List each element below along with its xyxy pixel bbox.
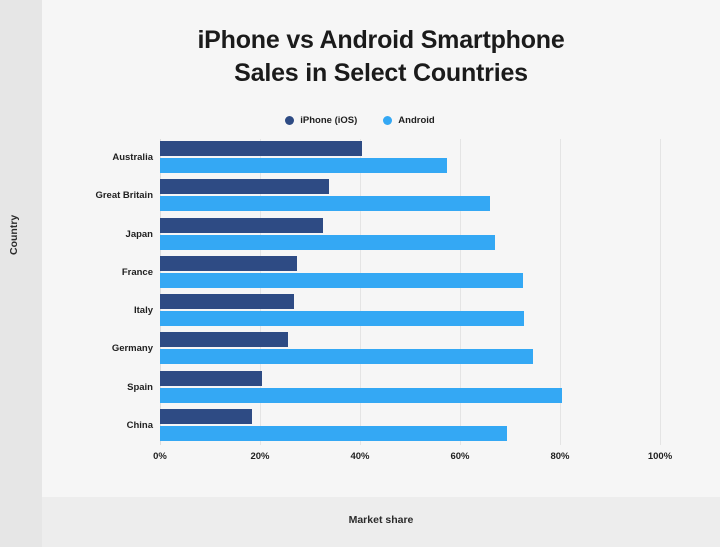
bar-ios[interactable]	[160, 217, 323, 233]
bar-ios[interactable]	[160, 332, 288, 348]
bar-row	[160, 292, 660, 330]
x-axis-tick-label: 40%	[350, 451, 370, 462]
legend-item-2[interactable]: Android	[383, 115, 435, 126]
legend-item-1[interactable]: iPhone (iOS)	[285, 115, 357, 126]
bar-android[interactable]	[160, 272, 523, 288]
gridline	[460, 139, 461, 445]
bar-android[interactable]	[160, 311, 524, 326]
legend-label: iPhone (iOS)	[300, 115, 358, 126]
y-axis-tick-label: Italy	[133, 305, 153, 317]
bar-row	[160, 407, 660, 445]
chart-title-line-2: Sales in Select Countries	[234, 58, 528, 87]
gridline	[160, 139, 161, 445]
chart-footer-band	[42, 497, 720, 547]
x-axis-tick-label: 20%	[250, 451, 270, 462]
chart-legend: iPhone (iOS) Android	[0, 115, 720, 126]
bar-row	[160, 177, 660, 215]
y-axis-tick-label: France	[121, 266, 153, 278]
page-left-margin	[0, 0, 42, 547]
y-axis-tick-labels: Australia Great Britain Japan France Italy Ge…	[60, 139, 153, 445]
y-axis-tick-label: China	[126, 419, 153, 431]
bar-ios[interactable]	[160, 179, 329, 195]
gridline	[660, 139, 661, 445]
gridline	[260, 139, 261, 445]
bar-ios[interactable]	[160, 255, 297, 271]
bar-row	[160, 139, 660, 177]
bar-android[interactable]	[160, 387, 562, 403]
bar-android[interactable]	[160, 349, 533, 365]
plot-area	[160, 139, 661, 445]
bar-android[interactable]	[160, 196, 490, 212]
x-axis-tick-label: 60%	[450, 451, 470, 462]
bar-ios[interactable]	[160, 141, 362, 156]
bar-android[interactable]	[160, 234, 495, 250]
legend-swatch-icon	[383, 116, 393, 125]
x-axis-tick-label: 80%	[550, 451, 570, 462]
gridline	[560, 139, 561, 445]
chart-title: iPhone vs Android Smartphone Sales in Se…	[42, 24, 720, 89]
x-axis-tick-label: 100%	[647, 451, 673, 462]
bar-android[interactable]	[160, 158, 447, 173]
x-axis-title: Market share	[348, 514, 414, 526]
legend-label: Android	[398, 115, 435, 126]
y-axis-tick-label: Germany	[111, 343, 153, 355]
y-axis-tick-label: Spain	[127, 381, 153, 393]
x-axis-tick-labels: 0% 20% 40% 60% 80% 100%	[153, 451, 672, 467]
x-axis-tick-label: 0%	[153, 451, 167, 462]
bar-row	[160, 369, 660, 407]
bar-ios[interactable]	[160, 408, 252, 424]
y-axis-title: Country	[8, 214, 20, 255]
bar-android[interactable]	[160, 425, 507, 441]
bar-ios[interactable]	[160, 294, 294, 309]
bar-row	[160, 254, 660, 292]
legend-swatch-icon	[285, 116, 295, 125]
bar-ios[interactable]	[160, 370, 262, 386]
y-axis-tick-label: Great Britain	[95, 190, 153, 202]
y-axis-tick-label: Australia	[112, 152, 153, 164]
gridline	[360, 139, 361, 445]
bar-row	[160, 330, 660, 368]
bar-rows	[160, 139, 660, 445]
y-axis-tick-label: Japan	[125, 228, 153, 240]
bar-row	[160, 216, 660, 254]
chart-title-line-1: iPhone vs Android Smartphone	[197, 26, 565, 54]
